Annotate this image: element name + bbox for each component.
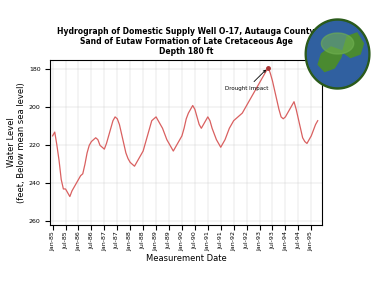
X-axis label: Measurement Date: Measurement Date [146,254,227,263]
Title: Hydrograph of Domestic Supply Well O-17, Autauga County
Sand of Eutaw Formation : Hydrograph of Domestic Supply Well O-17,… [57,27,315,56]
Polygon shape [318,33,364,71]
Text: Drought Impact: Drought Impact [225,70,268,91]
Polygon shape [321,33,354,54]
Polygon shape [308,22,368,86]
Y-axis label: Water Level
(feet, Below mean sea level): Water Level (feet, Below mean sea level) [7,82,26,203]
Polygon shape [305,19,370,89]
